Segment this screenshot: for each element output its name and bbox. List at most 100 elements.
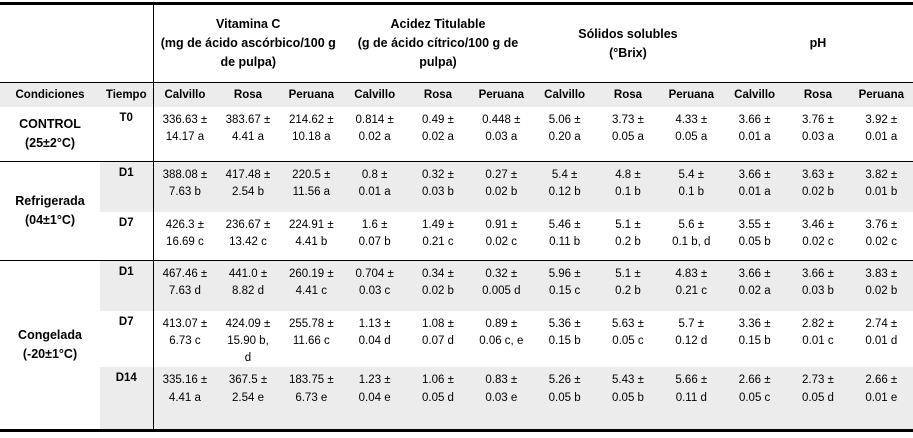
corner-cell [0, 3, 154, 83]
table-row-congelada-d14: D14 335.16 ± 4.41 a 367.5 ± 2.54 e 183.7… [0, 367, 913, 431]
data-cell: 3.83 ± 0.02 b [849, 260, 913, 311]
data-cell: 5.1 ± 0.2 b [615, 218, 641, 248]
data-cell: 5.96 ± 0.15 c [532, 260, 597, 311]
cultivar-header: Rosa [786, 82, 850, 107]
subheader-row: Condiciones Tiempo Calvillo Rosa Peruana… [0, 82, 913, 107]
data-cell: 260.19 ± 4.41 c [279, 260, 343, 311]
tiempo-cell: D1 [100, 260, 154, 311]
data-cell: 3.76 ± 0.03 a [801, 113, 834, 143]
cultivar-header: Rosa [406, 82, 470, 107]
cultivar-header: Calvillo [722, 82, 787, 107]
data-cell: 5.46 ± 0.11 b [548, 218, 581, 248]
tiempo-cell: D7 [100, 310, 154, 368]
cultivar-header: Rosa [596, 82, 660, 107]
data-cell: 1.49 ± 0.21 c [422, 218, 454, 248]
condition-cell-refrigerada: Refrigerada (04±1°C) [0, 161, 100, 261]
data-cell: 236.67 ± 13.42 c [225, 218, 271, 248]
data-cell: 413.07 ± 6.73 c [162, 317, 208, 347]
data-cell: 424.09 ± 15.90 b, d [225, 317, 271, 365]
cultivar-header: Calvillo [532, 82, 597, 107]
data-cell: 3.82 ± 0.01 b [849, 161, 913, 212]
data-cell: 388.08 ± 7.63 b [153, 161, 217, 212]
group-title-acidez: Acidez Titulable (g de ácido cítrico/100… [342, 3, 533, 83]
data-cell: 1.06 ± 0.05 d [406, 367, 470, 431]
table-row-refrigerada-d7: D7 426.3 ± 16.69 c 236.67 ± 13.42 c 224.… [0, 211, 913, 261]
data-cell: 5.7 ± 0.12 d [675, 317, 708, 347]
data-cell: 3.66 ± 0.01 a [738, 113, 771, 143]
cultivar-header: Rosa [216, 82, 280, 107]
group-title-ph: pH [722, 3, 913, 83]
data-cell: 335.16 ± 4.41 a [153, 367, 217, 431]
data-cell: 383.67 ± 4.41 a [225, 113, 271, 143]
tiempo-cell: D1 [100, 161, 154, 212]
data-cell: 0.448 ± 0.03 a [482, 113, 521, 143]
data-cell: 3.73 ± 0.05 a [611, 113, 644, 143]
data-cell: 3.46 ± 0.02 c [802, 218, 834, 248]
data-cell: 3.66 ± 0.01 a [722, 161, 787, 212]
condiciones-header: Condiciones [0, 82, 100, 107]
data-cell: 1.6 ± 0.07 b [358, 218, 391, 248]
data-cell: 0.89 ± 0.06 c, e [479, 317, 524, 347]
data-cell: 2.82 ± 0.01 c [802, 317, 834, 347]
data-cell: 417.48 ± 2.54 b [216, 161, 280, 212]
data-cell: 3.55 ± 0.05 b [738, 218, 771, 248]
data-cell: 3.63 ± 0.02 b [786, 161, 850, 212]
data-cell: 2.73 ± 0.05 d [786, 367, 850, 431]
data-cell: 0.704 ± 0.03 c [342, 260, 407, 311]
cultivar-header: Peruana [659, 82, 723, 107]
table-row-congelada-d1: Congelada (-20±1°C) D1 467.46 ± 7.63 d 4… [0, 260, 913, 431]
data-cell: 0.83 ± 0.03 e [469, 367, 533, 431]
data-cell: 5.26 ± 0.05 b [532, 367, 597, 431]
data-cell: 0.8 ± 0.01 a [342, 161, 407, 212]
data-cell: 1.13 ± 0.04 d [358, 317, 391, 347]
data-cell: 0.32 ± 0.03 b [406, 161, 470, 212]
cultivar-header: Peruana [849, 82, 913, 107]
data-cell: 3.76 ± 0.02 c [865, 218, 898, 248]
data-cell: 5.4 ± 0.12 b [532, 161, 597, 212]
data-cell: 5.1 ± 0.2 b [596, 260, 660, 311]
data-cell: 5.63 ± 0.05 c [612, 317, 644, 347]
tiempo-cell: T0 [100, 106, 154, 162]
table-row-refrigerada-d1: Refrigerada (04±1°C) D1 388.08 ± 7.63 b … [0, 161, 913, 261]
data-cell: 214.62 ± 10.18 a [288, 113, 334, 143]
tiempo-header: Tiempo [100, 82, 154, 107]
cultivar-header: Peruana [469, 82, 533, 107]
data-cell: 5.66 ± 0.11 d [659, 367, 723, 431]
data-cell: 441.0 ± 8.82 d [216, 260, 280, 311]
data-cell: 183.75 ± 6.73 e [279, 367, 343, 431]
data-cell: 0.814 ± 0.02 a [355, 113, 394, 143]
data-cell: 4.33 ± 0.05 a [675, 113, 708, 143]
data-cell: 5.06 ± 0.20 a [548, 113, 581, 143]
data-cell: 0.34 ± 0.02 b [406, 260, 470, 311]
data-cell: 4.8 ± 0.1 b [596, 161, 660, 212]
group-title-vitamina-c: Vitamina C (mg de ácido ascórbico/100 g … [153, 3, 343, 83]
data-cell: 2.74 ± 0.01 d [865, 317, 898, 347]
cultivar-header: Calvillo [342, 82, 407, 107]
data-cell: 5.4 ± 0.1 b [659, 161, 723, 212]
data-cell: 467.46 ± 7.63 d [153, 260, 217, 311]
table-row-t0: CONTROL (25±2°C) T0 336.63 ± 14.17 a 383… [0, 106, 913, 162]
data-cell: 2.66 ± 0.05 c [722, 367, 787, 431]
data-cell: 0.49 ± 0.02 a [421, 113, 454, 143]
data-cell: 0.91 ± 0.02 c [485, 218, 518, 248]
data-cell: 3.66 ± 0.02 a [722, 260, 787, 311]
data-cell: 220.5 ± 11.56 a [279, 161, 343, 212]
table-row-congelada-d7: D7 413.07 ± 6.73 c 424.09 ± 15.90 b, d 2… [0, 310, 913, 368]
tiempo-cell: D7 [100, 211, 154, 261]
data-cell: 426.3 ± 16.69 c [165, 218, 205, 248]
data-cell: 0.27 ± 0.02 b [469, 161, 533, 212]
condition-cell-control: CONTROL (25±2°C) [0, 106, 100, 162]
data-cell: 3.66 ± 0.03 b [786, 260, 850, 311]
data-cell: 2.66 ± 0.01 e [849, 367, 913, 431]
data-cell: 336.63 ± 14.17 a [162, 113, 208, 143]
group-header-row: Vitamina C (mg de ácido ascórbico/100 g … [0, 3, 913, 83]
data-cell: 224.91 ± 4.41 b [288, 218, 334, 248]
data-cell: 5.36 ± 0.15 b [548, 317, 581, 347]
data-cell: 3.92 ± 0.01 a [865, 113, 898, 143]
data-cell: 1.23 ± 0.04 e [342, 367, 407, 431]
data-cell: 0.32 ± 0.005 d [469, 260, 533, 311]
cultivar-header: Peruana [279, 82, 343, 107]
data-cell: 5.6 ± 0.1 b, d [672, 218, 711, 248]
group-title-solidos: Sólidos solubles (°Brix) [532, 3, 723, 83]
